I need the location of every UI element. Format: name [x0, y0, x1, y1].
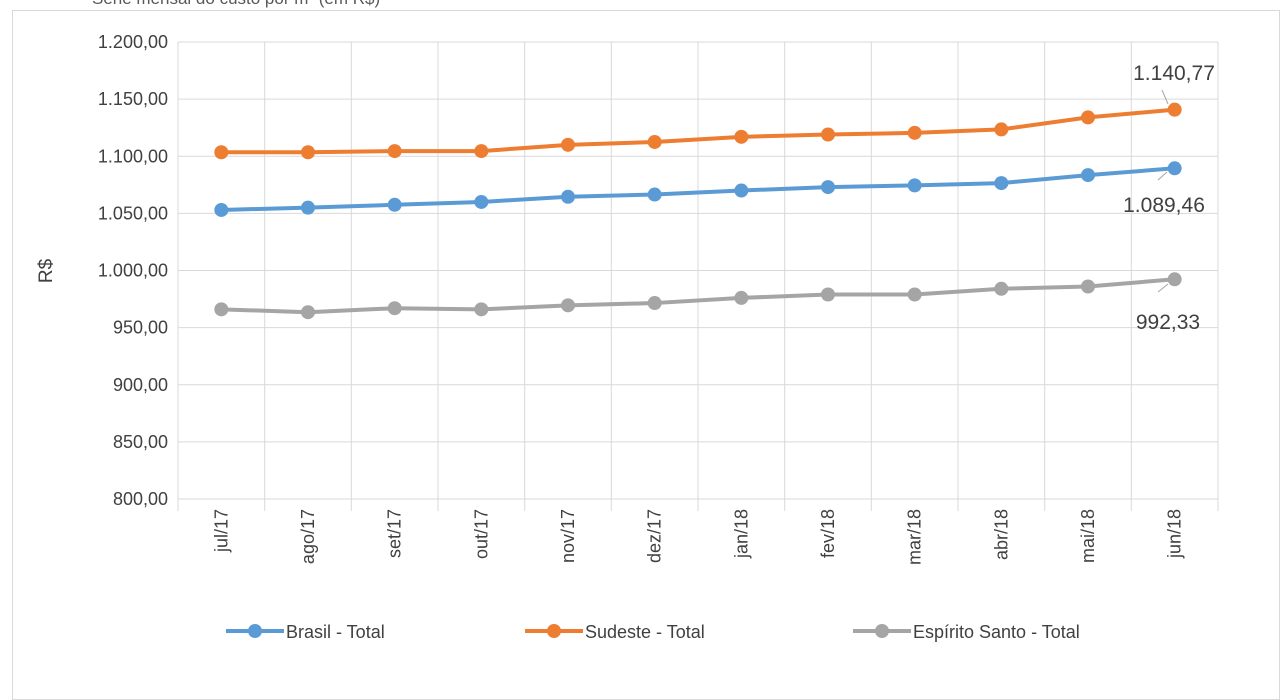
- data-point: [994, 281, 1009, 296]
- data-point: [214, 302, 229, 317]
- x-tick-labels: jul/17 ago/17 set/17 out/17 nov/17 dez/17 jan/…: [211, 509, 1184, 565]
- data-point: [821, 287, 835, 302]
- x-tick-label: mai/18: [1078, 509, 1098, 563]
- data-point: [1081, 168, 1095, 183]
- data-point: [1167, 272, 1182, 287]
- y-tick-label: 850,00: [113, 432, 168, 452]
- label-leader: [1157, 283, 1169, 293]
- data-point: [301, 145, 315, 160]
- data-point: [474, 302, 489, 317]
- x-tick-label: jul/17: [211, 509, 231, 553]
- data-point: [474, 194, 489, 209]
- x-tick-label: jan/18: [731, 509, 751, 559]
- data-point: [1081, 279, 1095, 294]
- data-point: [1167, 161, 1182, 176]
- data-labels: 1.089,46 1.140,77 992,33: [1123, 62, 1215, 334]
- y-axis-label: R$: [36, 258, 57, 283]
- data-point: [214, 202, 229, 217]
- data-point: [1081, 110, 1095, 125]
- x-tick-label: set/17: [385, 509, 405, 558]
- data-point: [734, 290, 749, 305]
- y-tick-label: 1.150,00: [98, 89, 168, 109]
- legend-marker: [547, 624, 561, 638]
- data-point: [821, 180, 835, 195]
- y-tick-label: 1.050,00: [98, 203, 168, 223]
- data-point: [994, 176, 1009, 191]
- data-point: [214, 145, 229, 160]
- data-point: [821, 127, 835, 142]
- data-point: [734, 183, 749, 198]
- chart-caption: Série mensal do custo por m² (em R$): [92, 0, 380, 9]
- x-tick-label: jun/18: [1165, 509, 1185, 559]
- y-tick-label: 950,00: [113, 318, 168, 338]
- y-tick-label: 1.100,00: [98, 146, 168, 166]
- data-point: [647, 296, 662, 311]
- data-point: [907, 287, 922, 302]
- line-chart: 800,00 850,00 900,00 950,00 1.000,00 1.050,00…: [36, 32, 1219, 642]
- data-point: [647, 134, 662, 149]
- y-tick-label: 1.000,00: [98, 261, 168, 281]
- data-label: 1.140,77: [1133, 62, 1215, 85]
- data-label: 992,33: [1136, 311, 1200, 334]
- label-leader: [1161, 89, 1169, 105]
- data-point: [907, 125, 922, 140]
- data-label: 1.089,46: [1123, 194, 1205, 217]
- legend: Brasil - Total Sudeste - Total Espírito Sa…: [226, 622, 1080, 642]
- data-point: [907, 178, 922, 193]
- x-tick-label: dez/17: [645, 509, 665, 563]
- x-tick-label: fev/18: [818, 509, 838, 558]
- x-tick-label: abr/18: [991, 509, 1011, 560]
- data-point: [561, 189, 575, 204]
- series-line: [221, 277, 1175, 315]
- x-tick-label: ago/17: [298, 509, 318, 564]
- data-point: [474, 144, 489, 159]
- legend-marker: [248, 624, 262, 638]
- data-point: [1167, 102, 1182, 117]
- data-point: [387, 301, 402, 316]
- data-point: [994, 122, 1009, 137]
- series-lines: [214, 102, 1182, 320]
- data-point: [734, 129, 749, 144]
- legend-label: Sudeste - Total: [585, 622, 705, 642]
- y-tick-label: 800,00: [113, 489, 168, 509]
- data-point: [387, 197, 402, 212]
- x-tick-label: nov/17: [558, 509, 578, 563]
- data-point: [561, 298, 575, 313]
- legend-marker: [875, 624, 889, 638]
- y-tick-label: 1.200,00: [98, 32, 168, 52]
- legend-label: Espírito Santo - Total: [913, 622, 1080, 642]
- y-tick-label: 900,00: [113, 375, 168, 395]
- legend-label: Brasil - Total: [286, 622, 385, 642]
- label-leader: [1157, 171, 1168, 181]
- data-point: [561, 137, 575, 152]
- data-point: [647, 187, 662, 202]
- gridlines: [177, 41, 1219, 511]
- data-point: [301, 305, 315, 320]
- x-tick-label: out/17: [471, 509, 491, 559]
- series-line: [221, 107, 1175, 155]
- series-line: [221, 166, 1175, 212]
- x-tick-label: mar/18: [905, 509, 925, 565]
- data-point: [387, 144, 402, 159]
- y-tick-labels: 800,00 850,00 900,00 950,00 1.000,00 1.050,00…: [98, 32, 168, 509]
- data-point: [301, 200, 315, 215]
